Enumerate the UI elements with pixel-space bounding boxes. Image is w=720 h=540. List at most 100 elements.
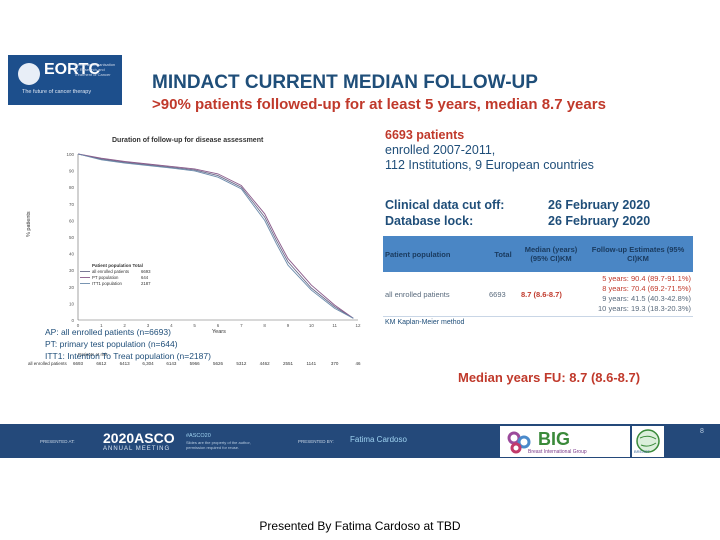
big-logo-text: BIG xyxy=(538,429,571,449)
population-table: Patient population Total Median (years) … xyxy=(383,236,693,328)
x-tick-label: 6 xyxy=(217,323,220,328)
breast-network-text: BREAST xyxy=(634,449,651,454)
risk-value: 6,304 xyxy=(142,361,154,366)
eortc-logo: EORTC European Organisation for Research… xyxy=(8,55,122,105)
patients-count: 6693 patients xyxy=(385,128,465,142)
institutions-countries: 112 Institutions, 9 European countries xyxy=(385,158,594,172)
y-tick-label: 100 xyxy=(66,152,74,157)
table-footnote-row: KM Kaplan-Meier method xyxy=(383,316,693,328)
risk-value: 5312 xyxy=(236,361,247,366)
col-header-population: Patient population xyxy=(383,236,487,272)
hashtag-description: Slides are the property of the author, p… xyxy=(186,440,251,450)
y-tick-label: 60 xyxy=(69,218,75,223)
eortc-logo-text: EORTC xyxy=(44,61,100,78)
cell-estimates: 5 years: 90.4 (89.7-91.1%) 8 years: 70.4… xyxy=(583,272,693,317)
median-fu-highlight: Median years FU: 8.7 (8.6-8.7) xyxy=(458,370,641,385)
legend-title: Patient population Total xyxy=(92,263,143,268)
risk-value: 46 xyxy=(355,361,361,366)
x-tick-label: 12 xyxy=(355,323,361,328)
cutoff-label: Clinical data cut off: xyxy=(385,198,505,212)
y-tick-label: 40 xyxy=(69,252,75,257)
estimate-10y: 10 years: 19.3 (18.3-20.3%) xyxy=(598,304,691,313)
asco-logo: 2020ASCO xyxy=(103,430,175,446)
x-tick-label: 3 xyxy=(147,323,150,328)
presented-at-label: PRESENTED AT: xyxy=(40,439,75,444)
big-ribbon-icon xyxy=(507,431,531,454)
risk-value: 5966 xyxy=(190,361,201,366)
x-tick-label: 4 xyxy=(170,323,173,328)
eortc-tagline: The future of cancer therapy xyxy=(22,89,92,95)
legend-total-3: 2187 xyxy=(141,281,151,286)
x-tick-label: 5 xyxy=(193,323,196,328)
y-tick-label: 0 xyxy=(71,318,74,323)
cell-total: 6693 xyxy=(489,289,506,299)
legend-entry-3: ITT1 population xyxy=(92,281,122,286)
y-tick-label: 10 xyxy=(69,301,75,306)
enrolled-years: enrolled 2007-2011, xyxy=(385,143,496,157)
follow-up-chart: Duration of follow-up for disease assess… xyxy=(26,137,361,366)
series-line-3 xyxy=(77,153,354,319)
y-tick-label: 80 xyxy=(69,185,75,190)
estimate-5y: 5 years: 90.4 (89.7-91.1%) xyxy=(602,274,691,283)
y-tick-label: 30 xyxy=(69,268,75,273)
legend-entry-1: all enrolled patients xyxy=(92,269,129,274)
estimate-8y: 8 years: 70.4 (69.2-71.5%) xyxy=(602,284,691,293)
series-line-2 xyxy=(77,153,354,319)
lock-label: Database lock: xyxy=(385,214,474,228)
cell-population: all enrolled patients xyxy=(385,289,450,299)
legend-total-1: 6693 xyxy=(141,269,151,274)
x-tick-label: 1 xyxy=(100,323,103,328)
risk-value: 4462 xyxy=(260,361,271,366)
page-number: 8 xyxy=(700,428,704,435)
cutoff-date: 26 February 2020 xyxy=(548,198,651,212)
lock-date: 26 February 2020 xyxy=(548,214,651,228)
big-logo-subtitle: Breast International Group xyxy=(528,449,587,455)
table-row: all enrolled patients 6693 8.7 (8.6-8.7)… xyxy=(383,272,693,317)
risk-table-header: Patients at risk xyxy=(78,352,108,357)
legend-total-2: 644 xyxy=(141,275,149,280)
population-ap-label: AP: all enrolled patients (n=6693) xyxy=(45,327,171,337)
km-footnote: KM Kaplan-Meier method xyxy=(383,316,693,328)
risk-table-row-label: all enrolled patients xyxy=(28,361,68,366)
slide-title: MINDACT CURRENT MEDIAN FOLLOW-UP xyxy=(152,72,538,93)
risk-value: 6612 xyxy=(96,361,107,366)
slide: EORTC European Organisation for Research… xyxy=(0,50,720,458)
presented-by-label: PRESENTED BY: xyxy=(298,439,334,444)
y-tick-label: 20 xyxy=(69,285,75,290)
breast-network-logo: BREAST xyxy=(632,426,664,457)
col-header-estimates: Follow-up Estimates (95% CI)KM xyxy=(583,236,693,272)
risk-value: 6693 xyxy=(73,361,84,366)
y-tick-label: 50 xyxy=(69,235,75,240)
x-tick-label: 7 xyxy=(240,323,243,328)
risk-value: 6143 xyxy=(166,361,177,366)
x-tick-label: 8 xyxy=(263,323,266,328)
x-tick-label: 11 xyxy=(332,323,337,328)
cell-median: 8.7 (8.6-8.7) xyxy=(521,289,562,299)
x-tick-label: 9 xyxy=(287,323,290,328)
col-header-median: Median (years) (95% CI)KM xyxy=(519,236,583,272)
x-tick-label: 2 xyxy=(123,323,126,328)
population-itt-label: ITT1: Intention To Treat population (n=2… xyxy=(45,351,211,361)
speaker-name: Fatima Cardoso xyxy=(350,435,407,444)
series-line-1 xyxy=(77,153,354,319)
slide-subtitle: >90% patients followed-up for at least 5… xyxy=(152,96,606,113)
risk-value: 5626 xyxy=(213,361,224,366)
eortc-emblem-icon xyxy=(18,63,40,85)
y-tick-label: 90 xyxy=(69,169,75,174)
risk-value: 6413 xyxy=(120,361,131,366)
risk-value: 2551 xyxy=(283,361,294,366)
hashtag: #ASCO20 xyxy=(186,433,211,439)
col-header-total: Total xyxy=(487,236,519,272)
presentation-caption: Presented By Fatima Cardoso at TBD xyxy=(259,519,461,533)
chart-title: Duration of follow-up for disease assess… xyxy=(112,137,264,144)
population-pt-label: PT: primary test population (n=644) xyxy=(45,339,178,349)
globe-icon xyxy=(636,429,660,453)
eortc-logo-subtitle: European Organisation for Research and T… xyxy=(74,62,116,77)
risk-value: 370 xyxy=(331,361,339,366)
y-tick-label: 70 xyxy=(69,202,75,207)
x-tick-label: 10 xyxy=(309,323,315,328)
annual-meeting-label: ANNUAL MEETING xyxy=(103,446,171,452)
estimate-9y: 9 years: 41.5 (40.3-42.8%) xyxy=(602,294,691,303)
table-header-row: Patient population Total Median (years) … xyxy=(383,236,693,272)
x-axis-label: Years xyxy=(212,329,226,335)
